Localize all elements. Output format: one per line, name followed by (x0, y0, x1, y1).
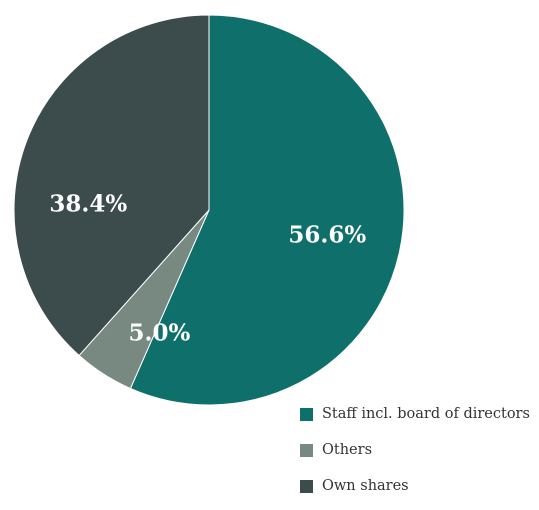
legend-swatch (300, 479, 313, 493)
slice-value-label-others: 5.0% (128, 320, 190, 347)
pie-slice-own-shares (13, 14, 210, 357)
legend-label: Own shares (322, 478, 409, 494)
pie-slice-labels: 56.6% 5.0% 38.4% (49, 190, 366, 346)
chart-legend: Staff incl. board of directors Others Own … (300, 402, 536, 510)
legend-swatch (300, 407, 313, 421)
slice-value-label-staff-incl-board-of-directors: 56.6% (288, 221, 366, 248)
pie-chart: 56.6% 5.0% 38.4% (13, 14, 405, 406)
pie-slice-staff-incl-board-of-directors (129, 14, 405, 406)
legend-item-own-shares: Own shares (300, 474, 536, 498)
pie-slices (13, 14, 405, 406)
legend-label: Staff incl. board of directors (322, 406, 530, 422)
legend-item-staff-incl-board-of-directors: Staff incl. board of directors (300, 402, 536, 426)
legend-item-others: Others (300, 438, 536, 462)
slice-value-label-own-shares: 38.4% (49, 190, 127, 217)
legend-swatch (300, 443, 313, 457)
legend-label: Others (322, 442, 373, 458)
